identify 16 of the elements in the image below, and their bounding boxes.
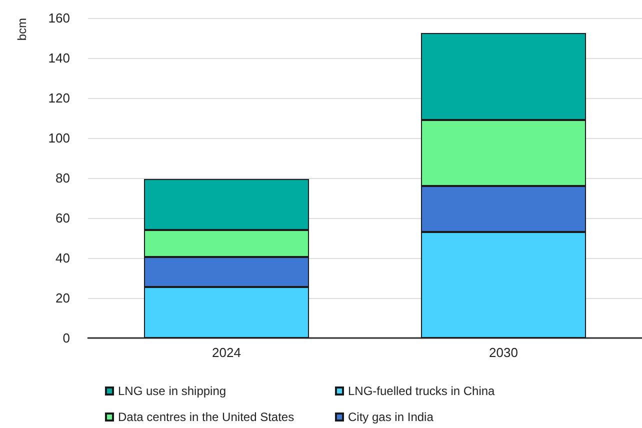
y-tick-label: 120 (48, 90, 70, 106)
y-tick-label: 20 (56, 290, 70, 306)
y-tick-label: 140 (48, 50, 70, 66)
legend-label: Data centres in the United States (118, 410, 294, 424)
y-tick-label: 40 (56, 250, 70, 266)
y-tick-label: 160 (48, 10, 70, 26)
y-tick-label: 80 (56, 170, 70, 186)
y-tick-label: 0 (62, 330, 70, 346)
y-tick-label: 60 (56, 210, 70, 226)
y-axis-title: bcm (15, 18, 29, 41)
legend-label: LNG use in shipping (118, 384, 226, 398)
legend-label: LNG-fuelled trucks in China (348, 384, 496, 398)
x-tick-label: 2030 (489, 345, 518, 360)
legend-label: City gas in India (348, 410, 434, 424)
y-tick-label: 100 (48, 130, 70, 146)
x-tick-label: 2024 (212, 345, 241, 360)
